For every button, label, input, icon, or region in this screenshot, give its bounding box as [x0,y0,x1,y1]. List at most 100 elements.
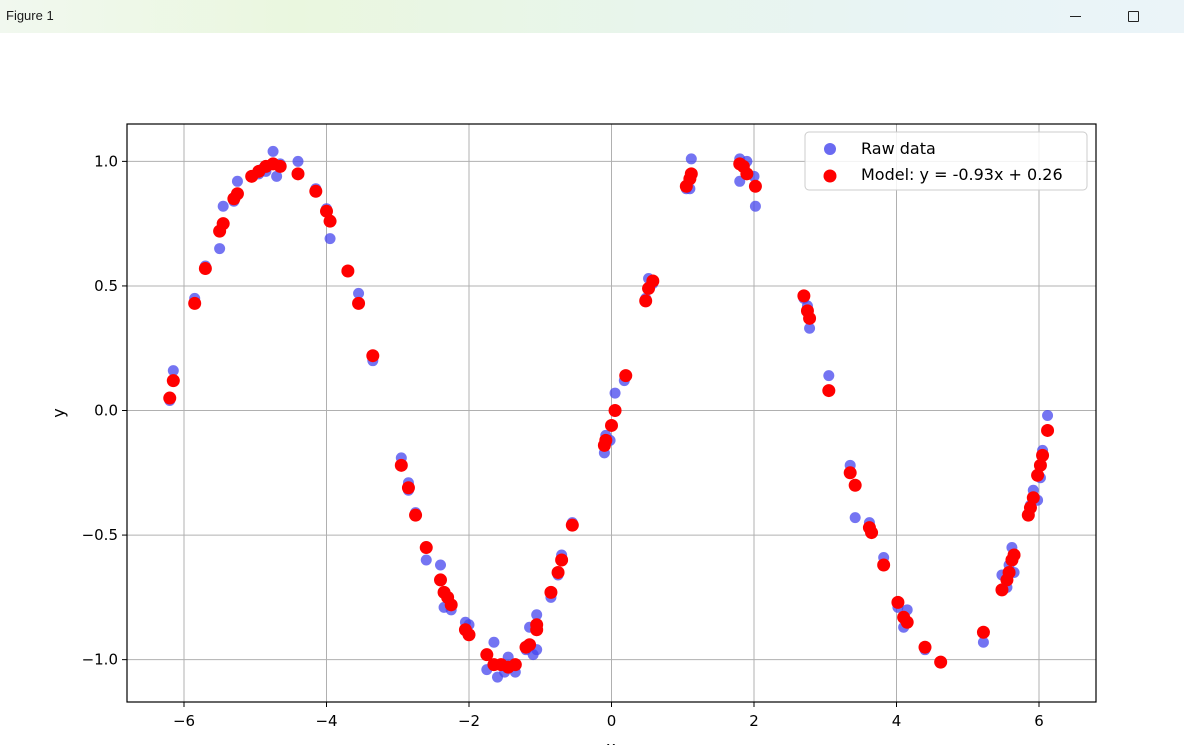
raw-data-point [353,287,365,299]
model-point [848,478,862,492]
model-point [166,374,180,388]
legend-marker-model [823,169,837,183]
model-point [1033,458,1047,472]
raw-data-point [420,554,432,566]
model-point [555,553,569,567]
x-tick-label: 2 [749,712,759,730]
data-series [163,145,1055,683]
model-point [419,541,433,555]
maximize-button[interactable] [1104,0,1162,33]
legend-marker-raw [824,143,836,155]
raw-data-point [167,365,179,377]
model-point [599,433,613,447]
y-axis-label: y [49,408,68,417]
y-tick-label: 0.5 [94,277,118,295]
model-point [551,565,565,579]
model-point [803,311,817,325]
raw-data-point [804,322,816,334]
raw-data-point [749,200,761,212]
legend-box [804,131,1088,191]
raw-data-point [214,243,226,255]
model-point [608,404,622,418]
maximize-icon [1127,11,1139,22]
grid-lines [127,124,1096,702]
model-point [309,184,323,198]
model-point [1026,491,1040,505]
raw-data-point [292,155,304,167]
minimize-icon [1069,16,1081,17]
model-point [366,349,380,363]
model-point [934,655,948,669]
model-point [748,179,762,193]
raw-data-series [164,145,1054,683]
model-point [444,598,458,612]
model-point [198,262,212,275]
x-axis-label: x [606,738,615,745]
model-point [323,214,337,228]
model-point [865,526,879,540]
model-point [216,217,230,231]
raw-data-point [324,233,336,245]
model-point [797,289,811,303]
x-tick-label: −6 [173,712,195,730]
model-point [1036,448,1050,462]
raw-data-point [1042,409,1054,421]
y-tick-label: −0.5 [82,526,118,544]
minimize-button[interactable] [1046,0,1104,33]
model-point [605,418,618,432]
model-point [1031,468,1045,482]
legend: Raw data Model: y = -0.93x + 0.26 [804,131,1088,191]
model-point [1002,565,1016,579]
model-point [843,466,857,480]
model-point [341,264,355,278]
x-tick-label: −2 [458,712,480,730]
model-point [401,481,415,495]
model-point [976,625,990,639]
model-point [273,159,287,173]
x-tick-label: 0 [607,712,617,730]
legend-label-model: Model: y = -0.93x + 0.26 [861,165,1063,184]
model-point [995,583,1009,597]
raw-data-point [271,170,283,182]
model-point [900,615,914,629]
legend-label-raw: Raw data [861,139,936,158]
model-point [480,648,494,662]
model-point [877,558,891,572]
model-point [822,384,836,398]
model-point [1041,423,1055,437]
model-point [619,369,633,383]
x-tick-label: 4 [892,712,902,730]
model-point [462,628,476,642]
model-point [918,640,932,654]
raw-data-point [531,609,543,621]
scatter-chart: −6 −4 −2 0 2 4 6 1.0 0.5 0.0 −0.5 −1.0 y x Raw data… [49,123,1097,745]
model-point [352,296,366,310]
model-point [394,458,408,472]
x-tick-label: −4 [315,712,337,730]
y-tick-label: 1.0 [94,152,118,170]
model-point [646,274,660,288]
model-series [163,157,1055,674]
model-point [523,638,537,652]
model-point [163,391,177,405]
raw-data-point [217,200,229,212]
model-point [530,618,544,632]
raw-data-point [609,387,621,399]
y-tick-label: −1.0 [82,651,118,669]
window-title: Figure 1 [6,8,54,23]
model-point [891,595,905,609]
model-point [1023,501,1037,515]
model-point [565,518,579,532]
model-point [684,167,698,181]
model-point [508,658,522,672]
model-point [740,167,754,181]
axis-ticks: −6 −4 −2 0 2 4 6 1.0 0.5 0.0 −0.5 −1.0 [82,152,1044,730]
model-point [1007,548,1021,562]
window-titlebar[interactable]: Figure 1 [0,0,1184,33]
raw-data-point [231,175,243,187]
model-point [320,204,333,218]
raw-data-point [849,512,861,524]
raw-data-point [267,145,279,157]
model-point [639,294,653,308]
model-point [291,167,305,181]
